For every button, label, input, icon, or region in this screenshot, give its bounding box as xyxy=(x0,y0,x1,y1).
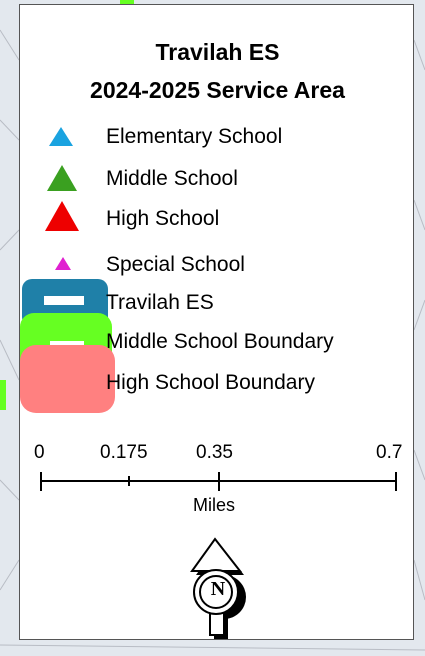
legend-label-middle: Middle School xyxy=(106,167,238,190)
middle-school-triangle-icon xyxy=(47,165,77,191)
high-boundary-swatch xyxy=(20,345,115,413)
north-letter: N xyxy=(210,578,226,600)
elementary-school-triangle-icon xyxy=(49,127,73,146)
legend-label-elementary: Elementary School xyxy=(106,125,283,148)
scale-tick-2: 0.35 xyxy=(196,442,233,463)
legend-label-special: Special School xyxy=(106,253,245,276)
map-title-line1: Travilah ES xyxy=(155,39,280,65)
legend-label-middle-boundary: Middle School Boundary xyxy=(106,330,334,353)
map-title-line2: 2024-2025 Service Area xyxy=(90,77,345,103)
scale-bar xyxy=(40,472,397,491)
special-school-triangle-icon xyxy=(55,257,71,270)
north-arrow-icon xyxy=(190,537,246,639)
legend-label-travilah: Travilah ES xyxy=(106,291,214,314)
scale-tick-0: 0 xyxy=(34,442,45,463)
scale-tick-3: 0.7 xyxy=(376,442,403,463)
scale-unit-label: Miles xyxy=(193,495,236,515)
legend-label-high: High School xyxy=(106,207,220,230)
legend-label-high-boundary: High School Boundary xyxy=(106,371,315,394)
legend-panel: Travilah ES 2024-2025 Service Area Eleme… xyxy=(19,4,414,640)
high-school-triangle-icon xyxy=(45,201,79,231)
scale-tick-1: 0.175 xyxy=(100,442,148,463)
